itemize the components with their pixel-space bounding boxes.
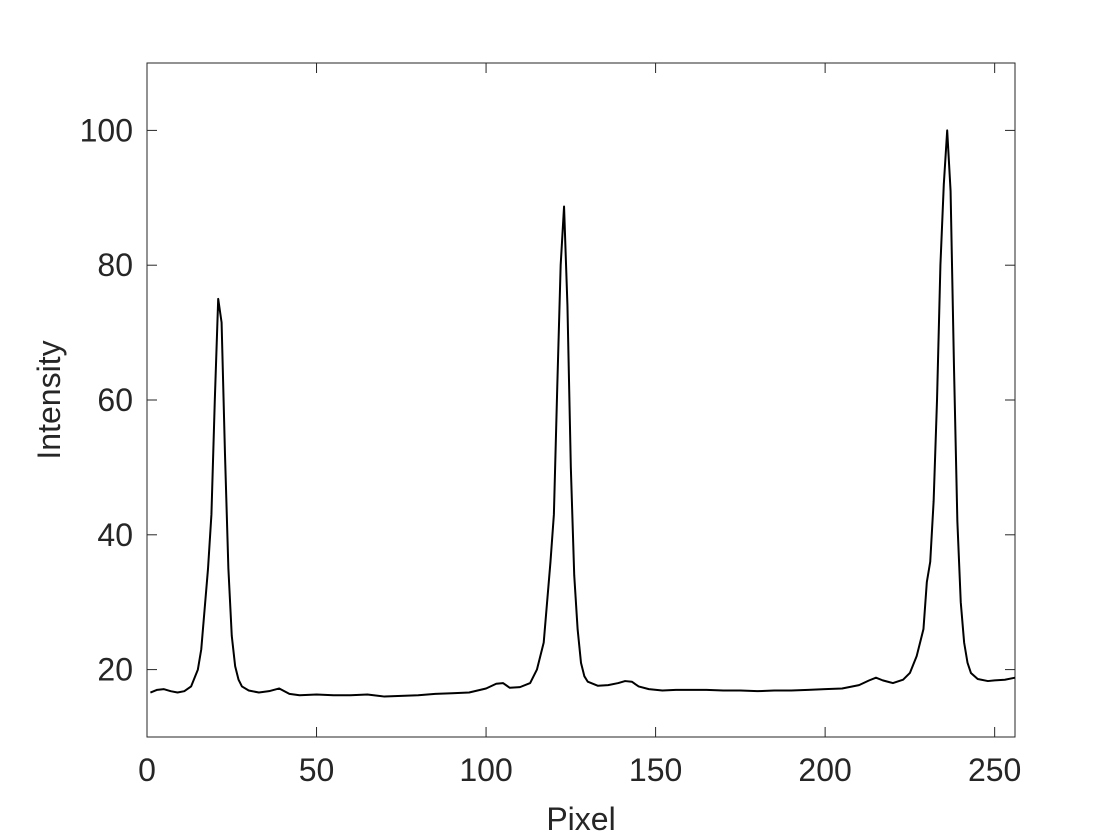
x-tick-label: 250: [968, 752, 1021, 788]
y-tick-label: 100: [80, 112, 133, 148]
y-tick-label: 80: [97, 247, 133, 283]
plot-frame: [146, 62, 1016, 738]
x-tick-label: 50: [299, 752, 335, 788]
y-tick-label: 40: [97, 517, 133, 553]
x-tick-label: 100: [459, 752, 512, 788]
y-tick-label: 20: [97, 652, 133, 688]
y-tick-label: 60: [97, 382, 133, 418]
data-line: [150, 129, 1016, 698]
x-tick-label: 150: [629, 752, 682, 788]
x-axis-label: Pixel: [546, 801, 615, 837]
x-tick-label: 200: [798, 752, 851, 788]
x-tick-label: 0: [138, 752, 156, 788]
y-axis-label: Intensity: [31, 340, 67, 459]
